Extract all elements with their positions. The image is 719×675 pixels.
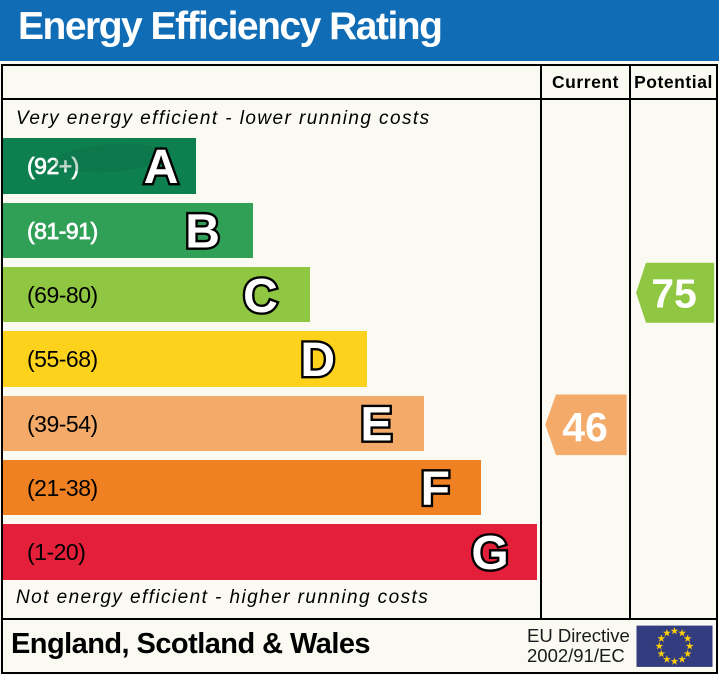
svg-text:G: G xyxy=(471,527,508,580)
svg-text:B: B xyxy=(185,206,220,259)
svg-text:F: F xyxy=(421,463,450,516)
svg-text:A: A xyxy=(144,141,179,194)
svg-text:75: 75 xyxy=(651,270,697,316)
svg-text:C: C xyxy=(243,270,278,323)
svg-text:E: E xyxy=(360,398,392,451)
svg-text:46: 46 xyxy=(562,404,608,450)
svg-text:D: D xyxy=(300,334,335,387)
